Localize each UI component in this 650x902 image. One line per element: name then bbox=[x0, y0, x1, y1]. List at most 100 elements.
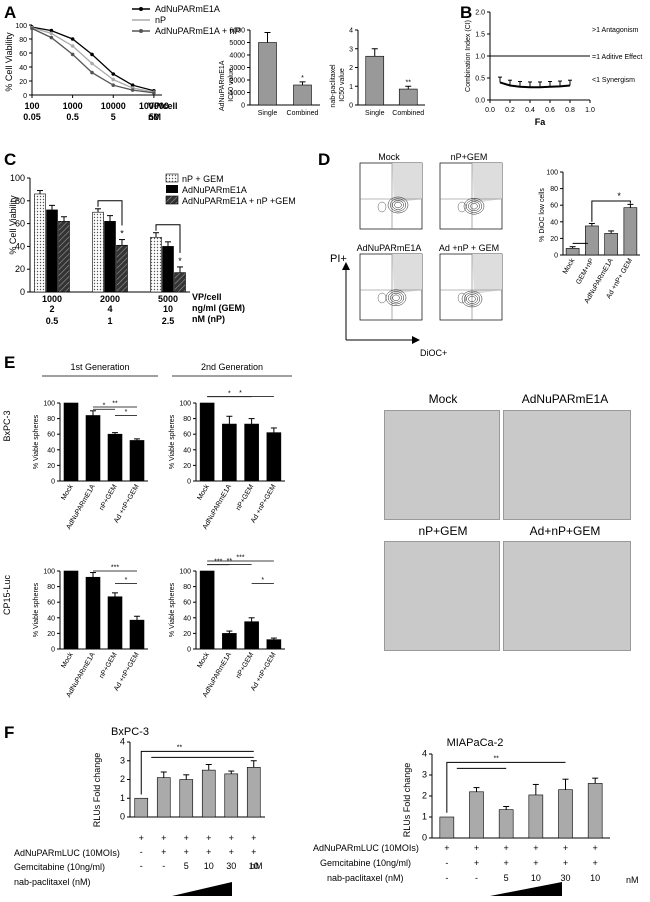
bar-ytick-label: 40 bbox=[47, 447, 55, 454]
c-legend-swatch-2 bbox=[166, 185, 178, 193]
bar bbox=[107, 433, 123, 482]
b-ytick-label: 0.5 bbox=[475, 76, 485, 83]
bar-ytick-label: 0 bbox=[51, 647, 55, 654]
f-left-nm-unit: nM bbox=[250, 861, 263, 871]
f-right-cell: + bbox=[504, 843, 509, 853]
c-legend-swatch-3 bbox=[165, 195, 179, 205]
bar bbox=[63, 570, 79, 650]
bar-ytick-label: 60 bbox=[47, 432, 55, 439]
bar-ytick-label: 3 bbox=[422, 770, 427, 780]
e-sig-star: * bbox=[228, 390, 231, 397]
a-xtick-label-nm: 0.5 bbox=[66, 112, 79, 122]
a-ytick-label: 20 bbox=[19, 79, 27, 86]
c-legend-swatch-1 bbox=[165, 173, 179, 183]
f-right-row-gem: Gemcitabine (10ng/ml) bbox=[320, 858, 411, 868]
bar-ytick-label: 2 bbox=[349, 65, 353, 72]
panel-label-f: F bbox=[4, 723, 14, 742]
f-left-cell: 10 bbox=[204, 861, 214, 871]
f-right-cell: - bbox=[445, 858, 448, 868]
b-y-label: Combination Index (CI) bbox=[465, 20, 472, 92]
bar bbox=[129, 440, 145, 482]
bar bbox=[293, 84, 312, 106]
bar bbox=[85, 415, 101, 482]
bar bbox=[398, 88, 418, 106]
bar-ytick-label: 80 bbox=[47, 416, 55, 423]
b-ytick-label: 1.5 bbox=[475, 32, 485, 39]
e-micro-label-1: Mock bbox=[428, 392, 458, 406]
f-right-title: MIAPaCa-2 bbox=[447, 737, 504, 749]
bar-ytick-label: 0 bbox=[422, 833, 427, 843]
b-note-antagonism: >1 Antagonism bbox=[592, 27, 639, 34]
bar-ytick-label: 0 bbox=[349, 103, 353, 110]
e-sig-star: ** bbox=[227, 558, 233, 565]
a-series-point bbox=[90, 61, 94, 66]
bar-ytick-label: 60 bbox=[183, 432, 191, 439]
f-right-cell: + bbox=[593, 858, 598, 868]
a-series-point bbox=[30, 26, 34, 31]
d-dioc-label: DiOC+ bbox=[420, 348, 447, 358]
bar-ytick-label: 80 bbox=[183, 584, 191, 591]
a-series-point bbox=[90, 52, 94, 57]
bar-ytick-label: 20 bbox=[550, 236, 558, 243]
c-legend-text-3: AdNuPARmE1A + nP +GEM bbox=[182, 196, 296, 206]
bar bbox=[244, 621, 259, 650]
a-series-point bbox=[111, 77, 116, 82]
bar-category-label: Single bbox=[258, 110, 278, 117]
bar-ytick-label: 40 bbox=[183, 447, 191, 454]
d-flow-contour bbox=[468, 295, 476, 303]
bar-ytick-label: 3 bbox=[349, 46, 353, 53]
a-ytick-label: 40 bbox=[19, 65, 27, 72]
legend-marker-1 bbox=[139, 7, 143, 11]
d-bar-ylabel: % DiOC low cells bbox=[539, 188, 546, 242]
bar-category-label: Single bbox=[365, 110, 385, 117]
c-ytick-label: 40 bbox=[15, 241, 25, 251]
d-flow-contour bbox=[470, 203, 478, 210]
bar-ytick-label: 2000 bbox=[229, 78, 245, 85]
d-flow-contour bbox=[390, 292, 402, 303]
a-ytick-label: 100 bbox=[15, 23, 27, 30]
f-right-cell: 30 bbox=[560, 873, 570, 883]
legend-text-2: nP bbox=[155, 15, 166, 25]
f-right-cell: + bbox=[474, 858, 479, 868]
e-micro-label-2: AdNuPARmE1A bbox=[521, 392, 609, 406]
c-bar bbox=[34, 193, 46, 293]
c-bar bbox=[58, 221, 70, 293]
c-bar bbox=[92, 211, 104, 293]
f-right-sig-star: ** bbox=[493, 755, 499, 762]
c-unit-1: VP/cell bbox=[192, 292, 222, 302]
f-left-cell: + bbox=[184, 847, 189, 857]
f-left-cell: + bbox=[206, 847, 211, 857]
c-row1-1: 1000 bbox=[42, 294, 62, 304]
a-ytick-label: 80 bbox=[19, 37, 27, 44]
d-sig-star: * bbox=[617, 191, 621, 201]
f-left-cell: 30 bbox=[226, 861, 236, 871]
a-series-point bbox=[130, 88, 135, 92]
bar bbox=[224, 773, 239, 818]
e-micro-mock bbox=[384, 410, 500, 520]
bar-category-label: nP+GEM bbox=[235, 651, 255, 679]
c-bar bbox=[150, 236, 162, 293]
bar-ytick-label: 60 bbox=[47, 600, 55, 607]
a-bar1-plot: 0 1000 2000 3000 4000 5000 6000 Single Combined * bbox=[229, 28, 320, 117]
bar-ytick-label: 1 bbox=[349, 84, 353, 91]
d-flow-gate bbox=[472, 163, 502, 203]
panel-label-a: A bbox=[4, 3, 16, 22]
d-flow-contour bbox=[389, 198, 407, 212]
f-left-cell: - bbox=[140, 847, 143, 857]
bar-ytick-label: 60 bbox=[183, 600, 191, 607]
c-bar bbox=[116, 244, 128, 293]
e-sig-star: * bbox=[261, 577, 264, 584]
b-ticks: 0.0 0.5 1.0 1.5 2.0 0.0 0.2 0.4 0.6 0.8 1.0 bbox=[475, 10, 595, 115]
f-left-row-gem: Gemcitabine (10ng/ml) bbox=[14, 862, 105, 872]
d-pi-arrowhead bbox=[342, 262, 350, 270]
d-flow-contour bbox=[457, 201, 467, 213]
f-right-cell: + bbox=[533, 843, 538, 853]
panel-a-bar-ic50-nabpaclitaxel: 0 1 2 3 4 Single Combined ** nab-paclitaxel IC5… bbox=[330, 28, 425, 117]
d-flow-contour bbox=[463, 292, 481, 306]
